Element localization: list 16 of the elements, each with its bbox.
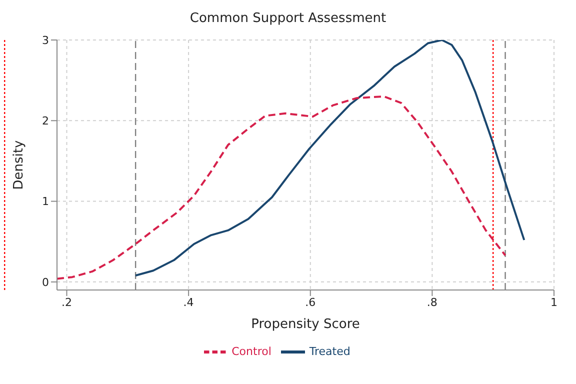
x-tick-label: .8 bbox=[426, 296, 438, 309]
x-tick-label: .4 bbox=[183, 296, 194, 309]
line-series bbox=[134, 40, 526, 276]
legend-label: Control bbox=[232, 345, 272, 358]
legend-label: Treated bbox=[309, 345, 350, 358]
y-tick-label: 2 bbox=[42, 114, 49, 128]
x-tick-label: 1 bbox=[550, 296, 558, 309]
x-tick-label: .2 bbox=[61, 296, 72, 309]
x-tick-label: .6 bbox=[305, 296, 316, 309]
y-tick-label: 0 bbox=[42, 276, 49, 289]
y-tick-label: 3 bbox=[42, 34, 49, 47]
chart-title: Common Support Assessment bbox=[188, 11, 388, 26]
line-series bbox=[57, 95, 506, 280]
y-tick-label: 1 bbox=[42, 195, 49, 208]
x-axis-title: Propensity Score bbox=[251, 317, 360, 332]
y-axis-title: Density bbox=[12, 140, 27, 190]
